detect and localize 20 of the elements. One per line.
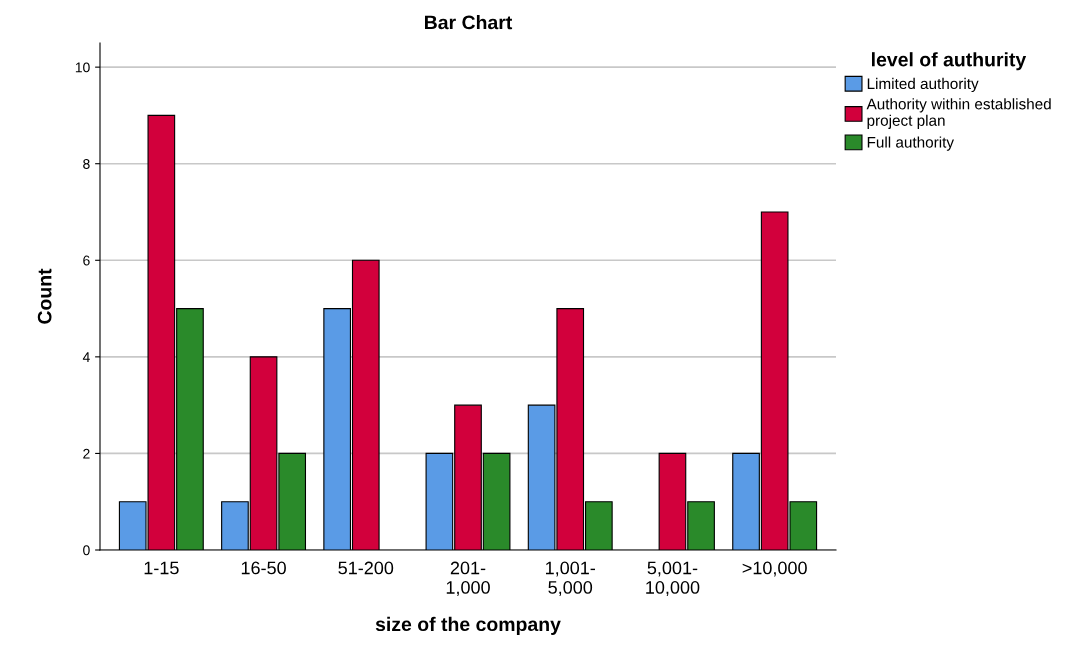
x-tick-label: 1-15 [144, 561, 179, 575]
x-tick-label: 5,001- 10,000 [646, 561, 700, 596]
y-tick-label: 6 [83, 255, 90, 266]
legend-title: level of authurity [871, 52, 1027, 71]
x-axis-title: size of the company [375, 616, 561, 635]
x-tick-label: 16-50 [241, 561, 286, 575]
x-tick-label: 201- 1,000 [446, 561, 490, 596]
x-tick-label: 1,001- 5,000 [546, 561, 596, 596]
y-axis-title: Count [37, 268, 52, 324]
y-tick-label: 4 [82, 352, 90, 362]
y-tick-label: 10 [75, 62, 90, 73]
y-tick-label: 2 [83, 448, 90, 459]
x-tick-label: 51-200 [338, 561, 394, 575]
legend-label: Full authority [867, 136, 954, 151]
legend-label: Limited authority [867, 77, 979, 93]
y-tick-label: 0 [83, 545, 90, 556]
legend-label: Authority within established project plan [866, 98, 1051, 129]
chart-title: Bar Chart [425, 15, 513, 30]
y-tick-label: 8 [83, 159, 90, 169]
x-tick-label: >10,000 [742, 561, 807, 577]
